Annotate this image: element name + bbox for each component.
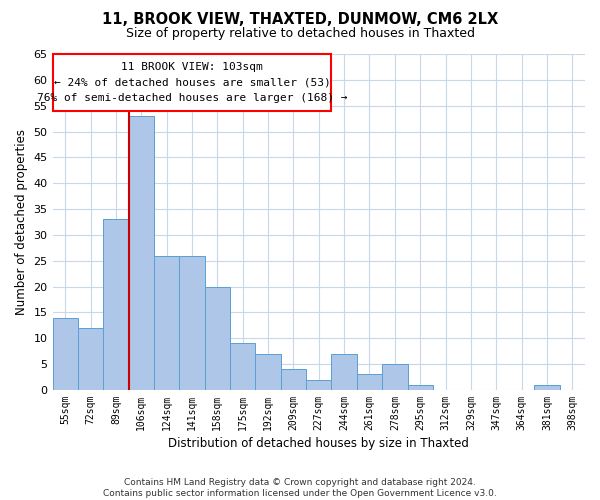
- Bar: [306, 380, 331, 390]
- Bar: [357, 374, 382, 390]
- Bar: [53, 54, 331, 111]
- Bar: [407, 385, 433, 390]
- Text: Size of property relative to detached houses in Thaxted: Size of property relative to detached ho…: [125, 28, 475, 40]
- Bar: [53, 318, 78, 390]
- Bar: [154, 256, 179, 390]
- Text: ← 24% of detached houses are smaller (53): ← 24% of detached houses are smaller (53…: [53, 78, 331, 88]
- Bar: [382, 364, 407, 390]
- Y-axis label: Number of detached properties: Number of detached properties: [15, 129, 28, 315]
- Bar: [230, 344, 256, 390]
- Text: Contains HM Land Registry data © Crown copyright and database right 2024.
Contai: Contains HM Land Registry data © Crown c…: [103, 478, 497, 498]
- Bar: [78, 328, 103, 390]
- Bar: [128, 116, 154, 390]
- Text: 11 BROOK VIEW: 103sqm: 11 BROOK VIEW: 103sqm: [121, 62, 263, 72]
- Text: 11, BROOK VIEW, THAXTED, DUNMOW, CM6 2LX: 11, BROOK VIEW, THAXTED, DUNMOW, CM6 2LX: [102, 12, 498, 28]
- X-axis label: Distribution of detached houses by size in Thaxted: Distribution of detached houses by size …: [169, 437, 469, 450]
- Bar: [281, 370, 306, 390]
- Bar: [205, 286, 230, 390]
- Bar: [256, 354, 281, 390]
- Bar: [179, 256, 205, 390]
- Bar: [331, 354, 357, 390]
- Bar: [103, 220, 128, 390]
- Text: 76% of semi-detached houses are larger (168) →: 76% of semi-detached houses are larger (…: [37, 93, 347, 103]
- Bar: [534, 385, 560, 390]
